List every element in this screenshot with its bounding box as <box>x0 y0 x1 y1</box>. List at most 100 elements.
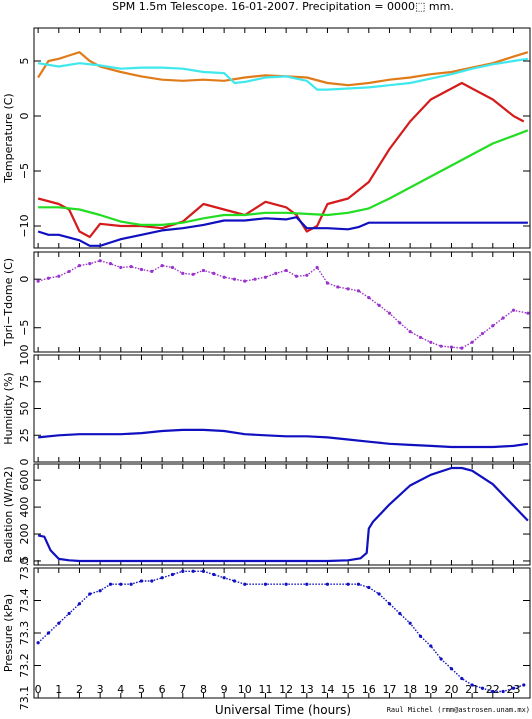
tdiff-point <box>367 296 371 300</box>
pressure-point <box>470 683 474 687</box>
x-tick-label: 2 <box>76 683 83 696</box>
tdiff-series-trace <box>37 259 529 349</box>
tdiff-point <box>160 263 164 268</box>
pressure-point <box>439 657 443 661</box>
pressure-point <box>243 582 247 586</box>
pressure-point <box>222 576 226 580</box>
pressure-point <box>491 689 495 694</box>
radiation-frame <box>33 463 531 566</box>
pressure-panel: 0123456789101112131415161718192021222373… <box>2 556 531 711</box>
tdiff-point <box>460 346 464 350</box>
pressure-point <box>263 582 268 586</box>
temperature-series-green <box>38 129 529 226</box>
tdiff-point <box>325 281 330 285</box>
tdiff-point <box>305 273 309 277</box>
tdiff-point <box>119 265 123 270</box>
tdiff-point <box>57 274 61 278</box>
x-tick-label: 22 <box>486 683 500 696</box>
tdiff-point <box>77 263 82 268</box>
credit-text: Raul Michel (rmm@astrosen.unam.mx) <box>387 706 530 714</box>
pressure-point <box>129 582 133 586</box>
y-tick-label: −10 <box>18 214 31 237</box>
tdiff-point <box>470 340 474 344</box>
x-tick-label: 7 <box>179 683 186 696</box>
pressure-point <box>46 631 51 635</box>
tdiff-point <box>408 330 412 334</box>
x-tick-label: 6 <box>159 683 166 696</box>
humidity-series-blue <box>37 428 529 449</box>
tdiff-point <box>253 277 257 281</box>
pressure-point <box>232 579 237 583</box>
tdiff-point <box>315 265 319 270</box>
x-tick-label: 17 <box>382 683 396 696</box>
tdiff-point <box>139 267 144 272</box>
y-tick-label: 0 <box>18 459 31 466</box>
pressure-point <box>398 611 402 616</box>
radiation-series-blue <box>37 466 529 563</box>
x-tick-label: 5 <box>138 683 145 696</box>
y-tick-label: 0 <box>18 113 31 120</box>
pressure-point <box>57 621 61 625</box>
pressure-series-trace <box>37 570 525 693</box>
temperature-series-blue <box>37 216 528 247</box>
x-tick-label: 13 <box>300 683 314 696</box>
pressure-point <box>181 569 185 573</box>
pressure-point <box>449 667 454 671</box>
y-tick-label: 75 <box>18 375 31 389</box>
x-tick-label: 0 <box>35 683 42 696</box>
x-tick-label: 8 <box>200 683 207 696</box>
x-tick-label: 14 <box>320 683 334 696</box>
x-tick-label: 10 <box>238 683 252 696</box>
pressure-series-blue <box>36 569 526 694</box>
x-axis-label: Universal Time (hours) <box>215 703 351 717</box>
tdiff-point <box>294 274 299 278</box>
x-tick-label: 15 <box>341 683 355 696</box>
pressure-point <box>511 686 516 690</box>
x-tick-label: 21 <box>465 683 479 696</box>
pressure-point <box>201 569 206 573</box>
tdiff-frame <box>33 251 531 353</box>
radiation-y-label: Radiation (W/m2) <box>2 466 15 562</box>
tdiff-point <box>439 344 443 348</box>
tdiff-point <box>284 268 288 273</box>
pressure-point <box>429 644 433 648</box>
y-tick-label: 73.1 <box>18 686 31 711</box>
tdiff-point <box>501 316 505 320</box>
x-tick-label: 18 <box>403 683 417 696</box>
x-tick-label: 9 <box>221 683 228 696</box>
figure-title: SPM 1.5m Telescope. 16-01-2007. Precipit… <box>112 0 454 13</box>
pressure-frame <box>33 567 531 699</box>
y-tick-label: 50 <box>18 402 31 416</box>
tdiff-point <box>387 311 392 315</box>
tdiff-point <box>88 262 92 266</box>
pressure-point <box>377 592 381 596</box>
pressure-point <box>36 641 40 645</box>
pressure-point <box>67 611 71 616</box>
x-tick-label: 20 <box>444 683 458 696</box>
pressure-point <box>408 621 412 625</box>
x-tick-label: 3 <box>97 683 104 696</box>
tdiff-point <box>243 279 247 283</box>
y-tick-label: 200 <box>18 524 31 545</box>
y-tick-label: 25 <box>18 428 31 442</box>
tdiff-point <box>356 289 361 293</box>
pressure-point <box>367 585 371 590</box>
pressure-point <box>119 582 123 586</box>
pressure-point <box>346 582 350 586</box>
pressure-point <box>77 602 82 606</box>
tdiff-point <box>232 277 237 281</box>
x-tick-label: 19 <box>424 683 438 696</box>
y-tick-label: 100 <box>18 345 31 366</box>
pressure-point <box>356 582 361 586</box>
tdiff-point <box>222 275 226 279</box>
pressure-point <box>88 592 92 596</box>
tdiff-point <box>36 279 40 283</box>
tdiff-point <box>429 340 433 344</box>
pressure-point <box>170 572 175 577</box>
tdiff-y-label: Tpri−Tdome (C) <box>2 258 15 347</box>
temperature-panel: 5 0 −5 −10 Temperature (C) <box>2 27 531 249</box>
tdiff-point <box>181 271 185 275</box>
tdiff-point <box>274 271 278 275</box>
